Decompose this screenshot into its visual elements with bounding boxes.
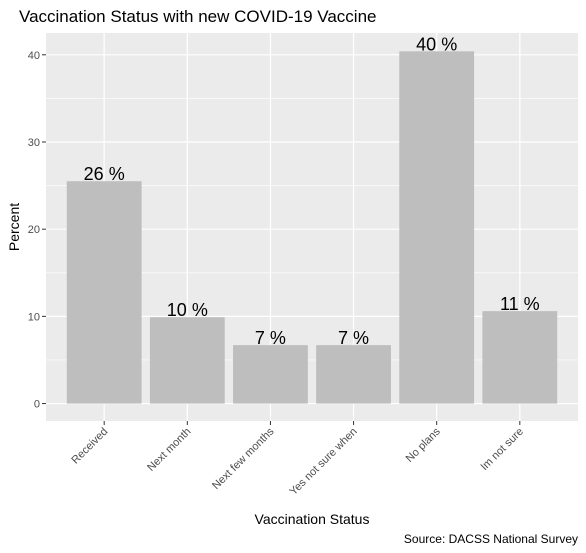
bar <box>66 181 142 404</box>
x-tick-label: Im not sure <box>479 426 526 473</box>
bar <box>482 311 558 404</box>
chart-caption: Source: DACSS National Survey <box>404 532 578 546</box>
x-tick-label: Received <box>69 426 110 467</box>
bar-labels: 26 % 10 % 7 % 7 % 40 % 11 % <box>84 34 540 348</box>
bar <box>399 51 475 404</box>
y-axis-title: Percent <box>6 203 22 251</box>
x-tick-label: No plans <box>404 425 444 465</box>
x-axis: Received Next month Next few months Yes not… <box>69 421 526 498</box>
chart-title: Vaccination Status with new COVID-19 Vac… <box>19 7 376 26</box>
bar-data-label: 7 % <box>338 328 369 348</box>
bar <box>149 317 225 404</box>
y-tick-label: 20 <box>28 224 40 236</box>
y-tick-label: 0 <box>34 399 40 411</box>
bar-data-label: 40 % <box>416 34 457 54</box>
y-tick-label: 10 <box>28 311 40 323</box>
bar <box>233 345 308 404</box>
bar-data-label: 7 % <box>255 328 286 348</box>
bar <box>316 345 391 404</box>
bar-data-label: 26 % <box>84 164 125 184</box>
y-tick-label: 30 <box>28 137 40 149</box>
bar-data-label: 10 % <box>167 300 208 320</box>
y-axis: 0 10 20 30 40 <box>28 50 46 411</box>
bar-data-label: 11 % <box>500 294 540 314</box>
x-axis-title: Vaccination Status <box>255 511 370 527</box>
x-tick-label: Next few months <box>210 425 277 492</box>
x-tick-label: Next month <box>145 426 193 474</box>
x-tick-label: Yes not sure when <box>287 426 359 498</box>
bars <box>66 51 558 404</box>
y-tick-label: 40 <box>28 50 40 62</box>
